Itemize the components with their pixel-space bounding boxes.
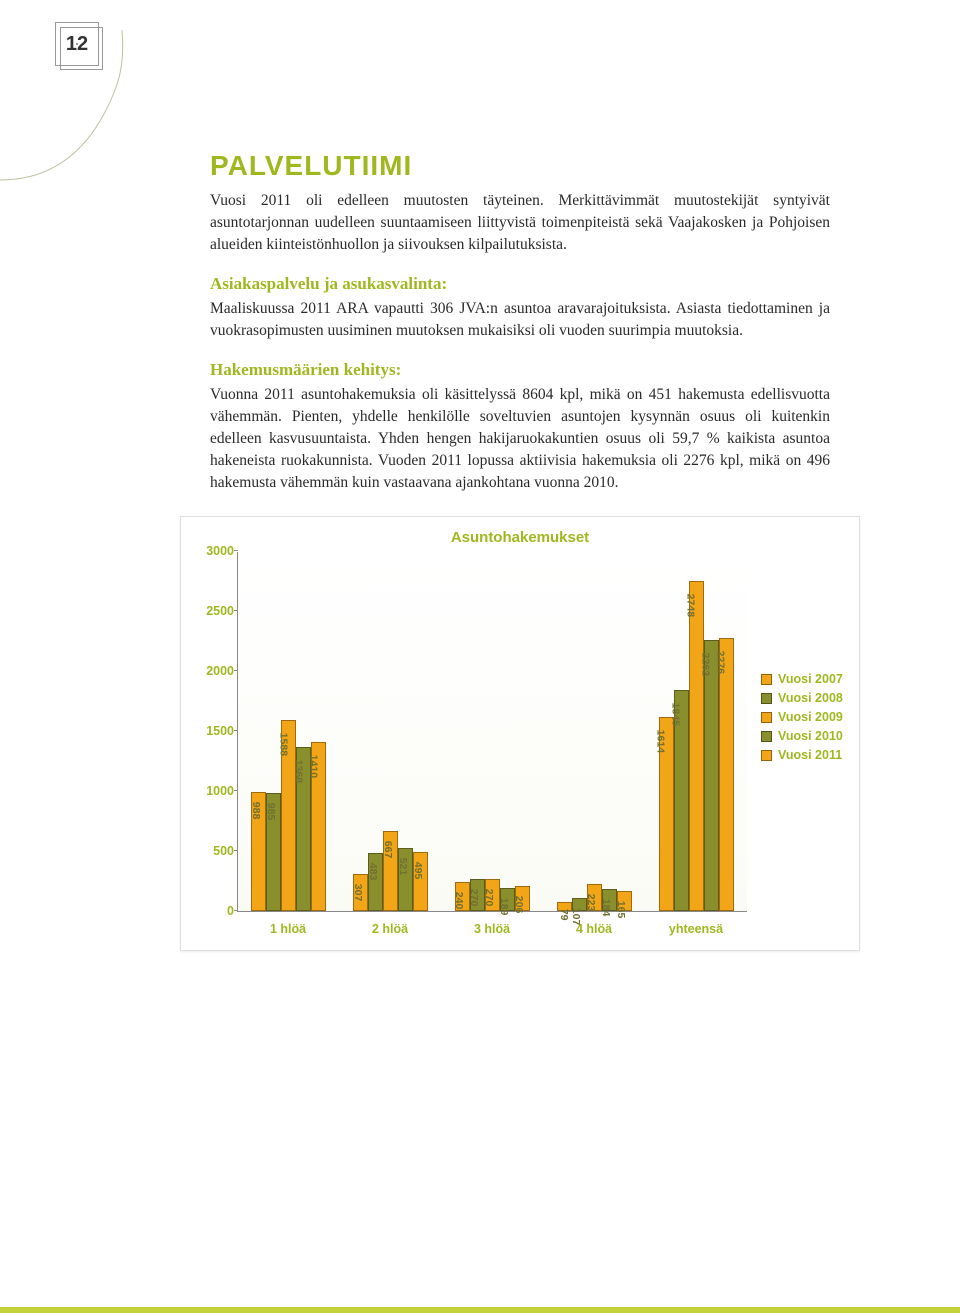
bar: 483 [368, 853, 383, 911]
bar-value-label: 1614 [654, 730, 666, 753]
intro-paragraph: Vuosi 2011 oli edelleen muutosten täytei… [210, 190, 830, 256]
bar-value-label: 107 [571, 908, 583, 926]
bar-value-label: 667 [382, 841, 394, 859]
bar: 1845 [674, 690, 689, 911]
legend-item: Vuosi 2008 [761, 691, 843, 705]
bar-group: 988985158813681410 [238, 552, 340, 911]
chart-y-axis: 050010001500200025003000 [196, 552, 234, 911]
bar: 495 [413, 852, 428, 911]
legend-swatch [761, 750, 772, 761]
legend-item: Vuosi 2011 [761, 748, 843, 762]
chart-title: Asuntohakemukset [193, 529, 847, 546]
legend-label: Vuosi 2010 [778, 729, 843, 743]
paragraph-asiakaspalvelu: Maaliskuussa 2011 ARA vapautti 306 JVA:n… [210, 298, 830, 342]
bar: 2748 [689, 581, 704, 911]
legend-item: Vuosi 2010 [761, 729, 843, 743]
x-tick-label: 1 hlöä [237, 912, 339, 936]
bar-value-label: 206 [514, 896, 526, 914]
x-tick-label: yhteensä [645, 912, 747, 936]
bar: 2276 [719, 638, 734, 911]
bar: 521 [398, 848, 413, 911]
legend-label: Vuosi 2009 [778, 710, 843, 724]
bar: 985 [266, 793, 281, 911]
bar-value-label: 2748 [684, 594, 696, 617]
bar: 206 [515, 886, 530, 911]
chart-bar-groups: 9889851588136814103074836675214952402702… [238, 552, 747, 911]
bar: 1614 [659, 717, 674, 911]
subheading-hakemusmaarien: Hakemusmäärien kehitys: [210, 360, 830, 380]
legend-label: Vuosi 2007 [778, 672, 843, 686]
main-content: PALVELUTIIMI Vuosi 2011 oli edelleen muu… [210, 150, 830, 951]
bar-value-label: 270 [469, 888, 481, 906]
page-number: 12 [66, 33, 88, 56]
x-tick-label: 3 hlöä [441, 912, 543, 936]
bar-value-label: 1410 [307, 754, 319, 777]
y-tick-label: 1000 [196, 784, 234, 798]
legend-label: Vuosi 2011 [778, 748, 842, 762]
bar-value-label: 1588 [277, 733, 289, 756]
legend-swatch [761, 693, 772, 704]
legend-label: Vuosi 2008 [778, 691, 843, 705]
bar-value-label: 240 [454, 892, 466, 910]
bar-group: 16141845274822622276 [645, 552, 747, 911]
bar-value-label: 184 [601, 899, 613, 917]
bar-value-label: 988 [250, 802, 262, 820]
chart-legend: Vuosi 2007 Vuosi 2008 Vuosi 2009 Vuosi 2010… [761, 672, 843, 767]
y-tick-label: 1500 [196, 724, 234, 738]
bar-value-label: 985 [265, 803, 277, 821]
bar: 2262 [704, 640, 719, 911]
bar-group: 240270270189206 [442, 552, 544, 911]
legend-item: Vuosi 2009 [761, 710, 843, 724]
bar: 1588 [281, 720, 296, 911]
y-tick-label: 2000 [196, 664, 234, 678]
bottom-accent-bar [0, 1307, 960, 1313]
subheading-asiakaspalvelu: Asiakaspalvelu ja asukasvalinta: [210, 274, 830, 294]
y-tick-label: 0 [196, 904, 234, 918]
chart-plot-area: 050010001500200025003000 988985158813681… [237, 552, 747, 912]
bar-group: 79107223184165 [543, 552, 645, 911]
bar-group: 307483667521495 [340, 552, 442, 911]
bar: 165 [617, 891, 632, 911]
bar: 307 [353, 874, 368, 911]
bar-value-label: 483 [367, 863, 379, 881]
bar-value-label: 79 [558, 908, 570, 920]
bar: 988 [251, 792, 266, 911]
y-tick-label: 3000 [196, 544, 234, 558]
bar-value-label: 1368 [292, 760, 304, 783]
bar-value-label: 2262 [699, 652, 711, 675]
bar-value-label: 270 [484, 888, 496, 906]
paragraph-hakemusmaarien: Vuonna 2011 asuntohakemuksia oli käsitte… [210, 384, 830, 494]
y-tick-label: 500 [196, 844, 234, 858]
bar: 1410 [311, 742, 326, 911]
bar-value-label: 2276 [714, 651, 726, 674]
bar-value-label: 223 [586, 894, 598, 912]
bar-value-label: 1845 [669, 702, 681, 725]
bar-value-label: 189 [499, 898, 511, 916]
x-tick-label: 2 hlöä [339, 912, 441, 936]
bar-value-label: 495 [412, 861, 424, 879]
legend-swatch [761, 674, 772, 685]
section-title: PALVELUTIIMI [210, 150, 830, 182]
bar-value-label: 307 [352, 884, 364, 902]
y-tick-label: 2500 [196, 604, 234, 618]
chart-asuntohakemukset: Asuntohakemukset 0 500 1000 1500 2000 2500 300… [180, 516, 860, 951]
bar-value-label: 165 [616, 901, 628, 919]
legend-item: Vuosi 2007 [761, 672, 843, 686]
bar: 667 [383, 831, 398, 911]
page-number-box: 12 [55, 22, 99, 66]
chart-x-axis: 1 hlöä2 hlöä3 hlöä4 hlöäyhteensä [237, 912, 747, 936]
legend-swatch [761, 731, 772, 742]
legend-swatch [761, 712, 772, 723]
bar-value-label: 521 [397, 858, 409, 876]
